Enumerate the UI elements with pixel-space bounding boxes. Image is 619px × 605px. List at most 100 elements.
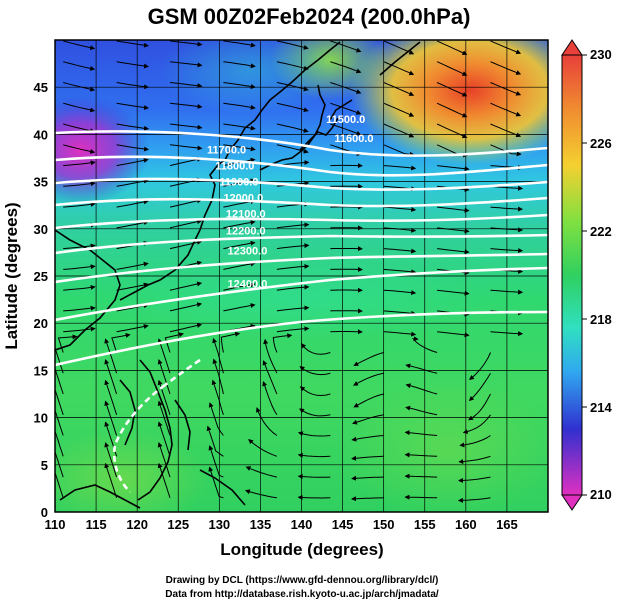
streamline xyxy=(490,82,522,96)
streamline xyxy=(490,331,524,337)
streamline xyxy=(245,466,278,478)
x-tick-label: 155 xyxy=(414,517,436,532)
contour-label: 11500.0 xyxy=(326,114,365,126)
credit-data: Data from http://database.rish.kyoto-u.a… xyxy=(165,589,439,600)
streamline xyxy=(169,198,203,208)
streamline xyxy=(437,165,470,172)
x-tick-label: 160 xyxy=(455,517,477,532)
streamline xyxy=(104,462,118,498)
streamline xyxy=(157,379,171,415)
y-tick-label: 10 xyxy=(34,411,48,426)
streamline xyxy=(436,40,468,56)
streamline xyxy=(63,40,96,51)
streamline xyxy=(211,379,224,415)
height-contours xyxy=(55,130,548,493)
streamline xyxy=(351,435,384,442)
temperature-field xyxy=(55,40,548,512)
streamline xyxy=(63,284,96,291)
y-tick-labels: 0 5 10 15 20 25 30 35 40 45 xyxy=(34,80,48,520)
streamline xyxy=(436,123,468,139)
streamline xyxy=(63,201,96,208)
contour-labels: 11500.0 11600.0 11700.0 11800.0 11900.0 12000… xyxy=(207,114,374,290)
colorbar-bottom-triangle xyxy=(561,494,583,511)
streamline xyxy=(104,338,118,374)
streamline xyxy=(462,414,491,434)
streamline xyxy=(223,82,256,89)
y-tick-label: 45 xyxy=(34,80,48,95)
streamline xyxy=(63,264,96,270)
streamline xyxy=(405,383,438,395)
streamline xyxy=(276,40,309,50)
streamline xyxy=(223,123,256,131)
streamline xyxy=(276,144,309,154)
streamline xyxy=(169,323,203,333)
streamline xyxy=(405,363,438,374)
x-tick-label: 150 xyxy=(373,517,395,532)
streamline xyxy=(383,82,415,96)
x-tick-label: 135 xyxy=(250,517,272,532)
streamline xyxy=(353,393,384,408)
streamline xyxy=(299,366,331,376)
contour-label: 12000.0 xyxy=(223,192,263,204)
streamline xyxy=(169,61,203,68)
streamline xyxy=(63,181,96,187)
contour-label: 12400.0 xyxy=(228,278,268,290)
streamline xyxy=(436,102,468,118)
streamline xyxy=(437,331,470,338)
streamline xyxy=(276,123,309,133)
x-tick-label: 165 xyxy=(496,517,518,532)
colorbar-label: 222 xyxy=(590,224,612,239)
x-tick-label: 110 xyxy=(45,517,66,532)
streamline xyxy=(223,220,256,229)
streamline xyxy=(104,379,118,415)
streamline xyxy=(157,338,171,374)
y-axis-title: Latitude (degrees) xyxy=(2,202,21,349)
streamline xyxy=(330,102,362,115)
streamline xyxy=(404,430,438,436)
streamline xyxy=(116,102,149,110)
streamline xyxy=(223,282,256,291)
streamline xyxy=(490,248,524,254)
streamline xyxy=(276,222,310,229)
streamline xyxy=(223,240,256,250)
streamline xyxy=(383,165,417,171)
streamline xyxy=(458,476,491,483)
streamline xyxy=(353,372,384,386)
streamline xyxy=(490,206,524,212)
streamline xyxy=(276,82,309,92)
streamline xyxy=(244,489,277,499)
colorbar: 230 226 222 218 214 210 xyxy=(561,39,612,511)
streamline xyxy=(262,381,278,416)
streamline xyxy=(458,455,491,465)
streamline xyxy=(104,359,118,395)
streamline xyxy=(490,123,522,138)
streamline xyxy=(116,61,149,69)
streamline xyxy=(55,442,64,478)
streamline xyxy=(104,400,118,436)
contour-label: 11800.0 xyxy=(215,160,254,172)
colorbar-label: 218 xyxy=(590,312,612,327)
y-tick-label: 20 xyxy=(34,316,48,331)
streamline xyxy=(208,466,224,499)
streamline xyxy=(223,303,256,312)
streamline xyxy=(405,405,438,416)
streamline xyxy=(169,239,203,250)
streamline xyxy=(383,102,415,117)
figure-title: GSM 00Z02Feb2024 (200.0hPa) xyxy=(148,4,471,29)
streamline xyxy=(55,359,64,395)
streamline xyxy=(437,206,470,213)
streamline xyxy=(169,40,203,47)
y-tick-label: 30 xyxy=(34,222,48,237)
streamline xyxy=(208,445,224,478)
y-tick-label: 40 xyxy=(34,127,48,142)
streamline xyxy=(490,40,522,55)
streamline xyxy=(437,227,470,234)
streamline xyxy=(208,402,224,436)
streamline xyxy=(490,289,524,295)
x-tick-label: 140 xyxy=(291,517,313,532)
streamline xyxy=(297,474,331,480)
streamline xyxy=(383,144,415,157)
contour-label: 12200.0 xyxy=(226,225,266,237)
x-tick-label: 120 xyxy=(126,517,148,532)
contour-label: 11700.0 xyxy=(207,144,246,156)
